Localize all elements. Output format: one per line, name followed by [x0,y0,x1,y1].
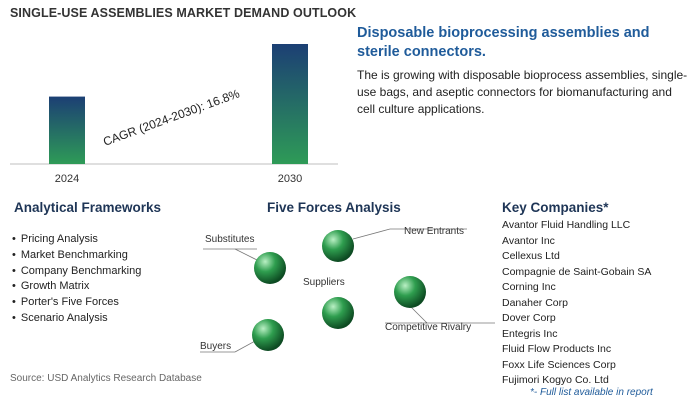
frameworks-list: Pricing Analysis Market Benchmarking Com… [12,232,141,327]
sphere-buyers [252,319,284,351]
label-buyers: Buyers [200,341,231,352]
companies-list: Avantor Fluid Handling LLC Avantor Inc C… [502,218,651,389]
companies-heading: Key Companies* [502,200,609,215]
company-item: Foxx Life Sciences Corp [502,358,616,371]
chart-title: SINGLE-USE ASSEMBLIES MARKET DEMAND OUTL… [10,6,357,20]
company-item: Fluid Flow Products Inc [502,343,612,355]
full-list-note: *- Full list available in report [530,387,653,398]
x-tick-label: 2024 [55,173,79,185]
label-suppliers: Suppliers [303,277,345,288]
sphere-suppliers [322,297,354,329]
headline-title: Disposable bioprocessing assemblies and … [357,25,650,60]
company-item: Corning Inc [502,281,556,293]
framework-item: Pricing Analysis [12,232,141,248]
company-item: Avantor Fluid Handling LLC [502,219,631,231]
framework-item: Company Benchmarking [12,264,141,280]
company-item: Compagnie de Saint-Gobain SA [502,265,652,278]
x-tick-label: 2030 [278,173,302,185]
sphere-substitutes [254,252,286,284]
company-item: Avantor Inc [502,234,555,247]
company-item: Cellexus Ltd [502,250,560,262]
headline-description: The is growing with disposable bioproces… [357,68,688,116]
bar-2030 [272,44,308,164]
framework-item: Porter's Five Forces [12,295,141,311]
framework-item: Market Benchmarking [12,248,141,264]
sphere-competitive-rivalry [394,276,426,308]
sphere-new-entrants [322,230,354,262]
label-new-entrants: New Entrants [404,226,464,237]
frameworks-heading: Analytical Frameworks [14,200,162,215]
source-note: Source: USD Analytics Research Database [10,373,202,384]
framework-item: Growth Matrix [12,279,141,295]
five-forces-heading: Five Forces Analysis [267,200,401,215]
five-forces-diagram: New Entrants Substitutes Suppliers Compe… [200,226,495,353]
label-competitive-rivalry: Competitive Rivalry [385,322,471,333]
company-item: Dover Corp [502,312,556,324]
cagr-annotation: CAGR (2024-2030): 16.8% [101,86,241,149]
bar-chart: 2024 2030 CAGR (2024-2030): 16.8% [10,44,338,185]
company-item: Danaher Corp [502,296,568,309]
framework-item: Scenario Analysis [12,311,141,327]
company-item: Entegris Inc [502,327,558,340]
company-item: Fujimori Kogyo Co. Ltd [502,374,609,386]
bar-2024 [49,96,85,164]
label-substitutes: Substitutes [205,234,254,245]
